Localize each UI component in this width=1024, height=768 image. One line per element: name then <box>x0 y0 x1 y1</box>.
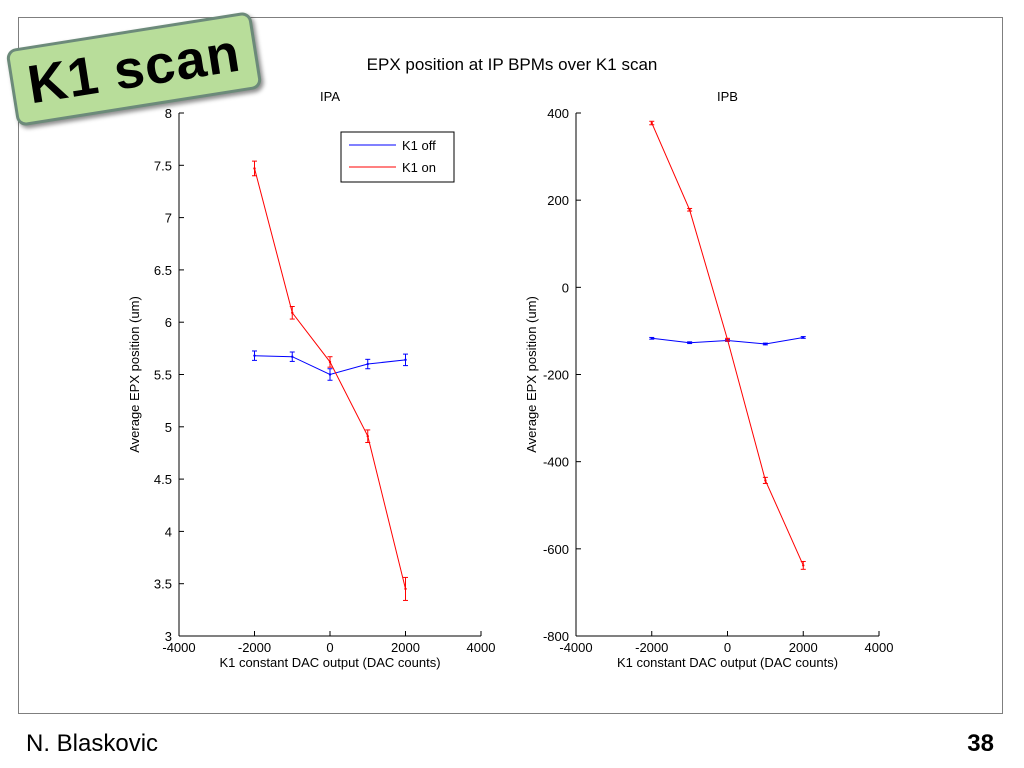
y-tick-label: 400 <box>547 106 569 121</box>
x-tick-label: -2000 <box>238 640 271 655</box>
data-point-k1-on <box>688 208 691 211</box>
x-tick-label: -4000 <box>162 640 195 655</box>
data-point-k1-on <box>726 338 729 341</box>
y-tick-label: -800 <box>543 629 569 644</box>
slide-frame <box>18 17 1003 714</box>
x-tick-label: 0 <box>724 640 731 655</box>
data-point-k1-on <box>650 121 653 125</box>
y-tick-label: 5.5 <box>154 368 172 383</box>
x-tick-label: 2000 <box>789 640 818 655</box>
y-tick-label: -600 <box>543 542 569 557</box>
data-point-k1-off <box>688 341 691 344</box>
data-point-k1-off <box>253 354 256 357</box>
data-point-k1-on <box>764 479 767 482</box>
y-axis-label: Average EPX position (um) <box>127 296 142 453</box>
data-point-k1-on <box>291 311 294 314</box>
data-point-k1-off <box>366 362 369 366</box>
y-tick-label: 3.5 <box>154 577 172 592</box>
y-tick-label: 6 <box>165 315 172 330</box>
y-tick-label: 200 <box>547 193 569 208</box>
data-point-k1-off <box>764 342 767 346</box>
x-axis-label: K1 constant DAC output (DAC counts) <box>617 655 838 670</box>
legend-box <box>340 131 455 183</box>
series-line-k1-on <box>651 122 804 566</box>
y-tick-label: 7.5 <box>154 158 172 173</box>
data-point-k1-off <box>291 355 294 358</box>
data-point-k1-on <box>328 360 332 364</box>
plot-ipa: -4000 -2000 0 2000 4000 3 3.5 4 4.5 5 5.5 6 6.5 7 7.5 8… <box>127 89 495 670</box>
data-point-k1-off <box>404 358 407 362</box>
y-tick-label: 4 <box>165 524 172 539</box>
y-tick-label: 0 <box>562 280 569 295</box>
x-tick-label: 2000 <box>391 640 420 655</box>
data-point-k1-off <box>650 337 653 340</box>
data-point-k1-on <box>253 167 256 170</box>
figure-title: EPX position at IP BPMs over K1 scan <box>367 55 658 74</box>
y-tick-label: 7 <box>165 211 172 226</box>
subplot-title: IPA <box>320 89 340 104</box>
data-point-k1-on <box>802 564 805 567</box>
y-tick-label: 3 <box>165 629 172 644</box>
data-point-k1-off <box>802 336 805 339</box>
y-tick-label: -400 <box>543 455 569 470</box>
page-number: 38 <box>967 730 994 757</box>
x-tick-label: -4000 <box>559 640 592 655</box>
plot-ipb: -4000 -2000 0 2000 4000-800-600-400-20002004… <box>524 89 893 670</box>
x-tick-label: 0 <box>326 640 333 655</box>
data-point-k1-on <box>366 435 369 438</box>
x-tick-label: 4000 <box>467 640 496 655</box>
x-tick-label: -2000 <box>635 640 668 655</box>
y-tick-label: 6.5 <box>154 263 172 278</box>
y-axis-label: Average EPX position (um) <box>524 296 539 453</box>
x-tick-label: 4000 <box>865 640 894 655</box>
legend: K1 off K1 on <box>340 131 455 183</box>
y-tick-label: 5 <box>165 420 172 435</box>
data-point-k1-off <box>328 373 332 376</box>
legend-label: K1 off <box>402 138 436 153</box>
y-tick-label: -200 <box>543 368 569 383</box>
x-axis-label: K1 constant DAC output (DAC counts) <box>219 655 440 670</box>
footer-author: N. Blaskovic <box>26 730 159 757</box>
data-point-k1-on <box>404 587 407 591</box>
y-tick-label: 4.5 <box>154 472 172 487</box>
legend-label: K1 on <box>402 160 436 175</box>
y-tick-label: 8 <box>165 106 172 121</box>
subplot-title: IPB <box>717 89 738 104</box>
